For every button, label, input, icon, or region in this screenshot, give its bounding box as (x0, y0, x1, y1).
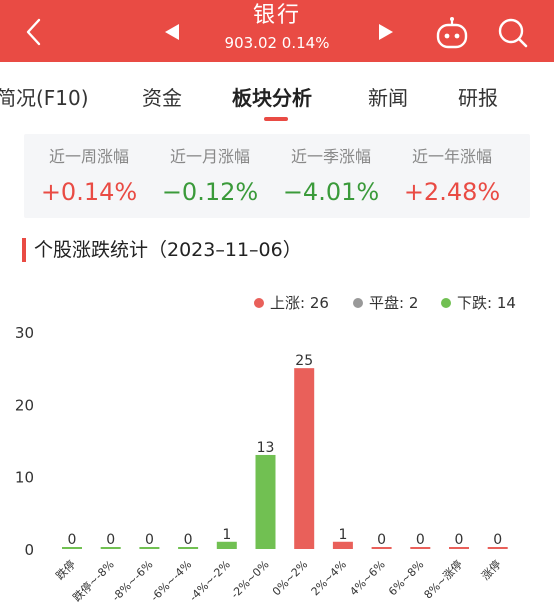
prev-icon (165, 24, 179, 40)
bar-value-label: 0 (106, 532, 115, 548)
bar-value-label: 0 (184, 532, 193, 548)
period-change-summary: 近一周涨幅 +0.14% 近一月涨幅 −0.12% 近一季涨幅 −4.01% 近… (24, 134, 530, 218)
x-category-label: -6%~-4% (148, 558, 194, 604)
summary-quarter: 近一季涨幅 −4.01% (271, 146, 391, 210)
legend-dot-flat (353, 297, 363, 308)
legend-dot-up (254, 297, 264, 308)
legend-item-up: 上涨: 26 (254, 292, 329, 313)
section-title: 个股涨跌统计（2023–11–06） (34, 239, 302, 261)
bar-value-label: 0 (68, 532, 77, 548)
bar (449, 547, 469, 549)
legend-item-down: 下跌: 14 (441, 292, 516, 313)
bar (62, 547, 82, 549)
legend-item-flat: 平盘: 2 (353, 292, 418, 313)
bar-value-label: 0 (455, 532, 464, 548)
summary-week: 近一周涨幅 +0.14% (29, 146, 149, 210)
bar (371, 547, 392, 549)
header-bar: 银行 903.02 0.14% (0, 0, 554, 62)
tab-bar: 简况(F10) 资金 板块分析 新闻 研报 (0, 62, 554, 124)
bar (332, 541, 353, 549)
summary-value: +2.48% (403, 178, 501, 206)
x-category-label: -8%~-6% (110, 558, 156, 604)
bar-value-label: 25 (295, 353, 313, 369)
summary-year: 近一年涨幅 +2.48% (392, 146, 512, 210)
summary-value: +0.14% (40, 178, 138, 206)
search-button[interactable] (492, 12, 534, 54)
bar (139, 547, 160, 549)
assistant-button[interactable] (432, 13, 472, 53)
next-stock-button[interactable] (372, 18, 400, 46)
x-category-label: -2%~0% (228, 558, 271, 601)
legend-label: 平盘: 2 (369, 294, 419, 312)
summary-value: −4.01% (282, 178, 380, 206)
robot-icon (436, 17, 468, 49)
bar-value-label: 1 (222, 527, 231, 543)
prev-stock-button[interactable] (158, 18, 186, 46)
page-title: 银行 (252, 3, 301, 28)
back-button[interactable] (14, 12, 54, 52)
x-category-label: 0%~2% (270, 558, 310, 598)
tab-news[interactable]: 新闻 (368, 86, 408, 110)
y-tick-label: 30 (15, 324, 34, 342)
summary-label: 近一季涨幅 (290, 147, 371, 166)
bar-value-label: 13 (257, 440, 275, 456)
summary-month: 近一月涨幅 −0.12% (150, 146, 270, 210)
y-tick-label: 20 (15, 396, 34, 414)
x-category-label: 涨停 (478, 557, 503, 582)
legend-dot-down (441, 297, 451, 308)
bar (100, 547, 121, 549)
bar-value-label: 0 (493, 532, 502, 548)
tab-profile[interactable]: 简况(F10) (0, 86, 89, 110)
active-tab-indicator (264, 117, 288, 121)
search-icon (498, 18, 528, 48)
summary-label: 近一月涨幅 (169, 147, 250, 166)
back-icon (26, 18, 41, 46)
x-category-label: 跌停 (53, 557, 78, 582)
x-category-label: 4%~6% (347, 558, 387, 598)
x-category-label: 8%~涨停 (421, 557, 465, 601)
title-block: 银行 903.02 0.14% (177, 2, 377, 54)
bar (410, 547, 431, 549)
bar (294, 368, 315, 549)
bar-value-label: 0 (377, 532, 386, 548)
index-quote: 903.02 0.14% (224, 34, 330, 52)
bar (255, 454, 276, 549)
bar (216, 541, 237, 549)
x-category-label: -4%~-2% (187, 558, 233, 604)
tab-sector-analysis[interactable]: 板块分析 (232, 86, 312, 110)
summary-label: 近一周涨幅 (48, 147, 129, 166)
next-icon (379, 24, 393, 40)
y-tick-label: 10 (15, 469, 34, 487)
x-category-label: 2%~4% (309, 558, 349, 598)
bar (178, 547, 199, 549)
summary-value: −0.12% (161, 178, 259, 206)
legend-label: 上涨: 26 (270, 294, 329, 312)
tab-research[interactable]: 研报 (458, 86, 498, 110)
tab-funds[interactable]: 资金 (142, 86, 182, 110)
bar-value-label: 0 (145, 532, 154, 548)
section-accent-bar (22, 238, 26, 262)
bar-value-label: 0 (416, 532, 425, 548)
x-category-label: 跌停~-8% (70, 557, 117, 604)
bar (487, 547, 508, 549)
summary-label: 近一年涨幅 (411, 147, 492, 166)
chart-legend: 上涨: 26 平盘: 2 下跌: 14 (0, 292, 554, 314)
legend-label: 下跌: 14 (457, 294, 516, 312)
y-tick-label: 0 (24, 541, 34, 559)
bar-value-label: 1 (338, 527, 347, 543)
